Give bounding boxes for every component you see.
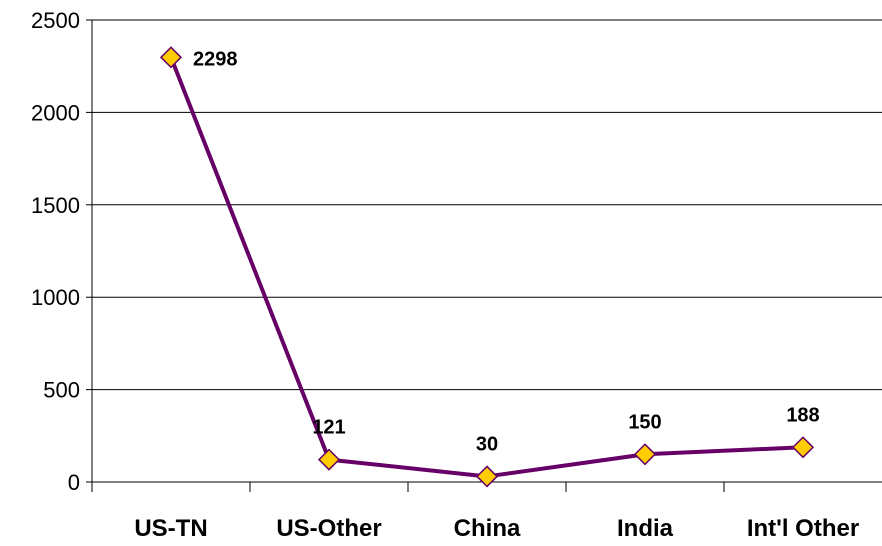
data-label: 121 — [312, 417, 345, 439]
x-category-label: China — [454, 515, 521, 542]
data-label: 188 — [786, 404, 819, 426]
y-tick-label: 2000 — [31, 100, 80, 125]
data-point-marker — [791, 436, 815, 459]
y-tick-label: 2500 — [31, 8, 80, 33]
y-tick-label: 500 — [43, 378, 80, 403]
y-tick-label: 1000 — [31, 285, 80, 310]
series-line-path — [169, 56, 804, 479]
data-point-marker — [475, 465, 499, 488]
data-label: 30 — [476, 433, 498, 455]
x-category-label: Int'l Other — [747, 515, 859, 542]
y-axis-tick-labels: 0 500 1000 1500 2000 2500 — [31, 8, 80, 495]
gridlines — [92, 19, 882, 391]
y-tick-label: 1500 — [31, 193, 80, 218]
data-point-marker — [317, 448, 341, 471]
y-tick-label: 0 — [68, 470, 80, 495]
data-label: 150 — [628, 411, 661, 433]
axes — [86, 19, 882, 483]
series-markers — [159, 46, 815, 488]
x-category-label: US-TN — [134, 515, 207, 542]
data-point-marker — [633, 443, 657, 466]
x-axis-category-labels: US-TN US-Other China India Int'l Other — [134, 515, 859, 542]
x-axis-tick-marks — [91, 482, 725, 492]
series-line — [169, 56, 804, 479]
x-category-label: US-Other — [276, 515, 381, 542]
data-label: 2298 — [193, 48, 238, 70]
data-point-marker — [159, 46, 183, 69]
x-category-label: India — [617, 515, 674, 542]
data-labels: 2298 121 30 150 188 — [193, 48, 820, 455]
